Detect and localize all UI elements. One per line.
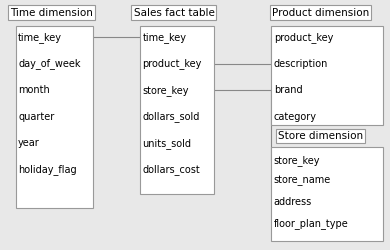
Text: holiday_flag: holiday_flag	[18, 164, 77, 175]
Text: category: category	[274, 112, 317, 122]
Text: units_sold: units_sold	[142, 138, 191, 148]
Text: floor_plan_type: floor_plan_type	[274, 218, 349, 228]
Text: Store dimension: Store dimension	[278, 131, 363, 141]
Text: dollars_sold: dollars_sold	[142, 111, 200, 122]
Text: Product dimension: Product dimension	[271, 8, 369, 18]
Text: time_key: time_key	[18, 32, 62, 43]
Text: brand: brand	[274, 85, 303, 95]
Text: product_key: product_key	[142, 58, 202, 69]
Text: product_key: product_key	[274, 32, 333, 43]
Text: Sales fact table: Sales fact table	[133, 8, 215, 18]
Text: month: month	[18, 85, 50, 95]
Text: time_key: time_key	[142, 32, 186, 43]
Text: store_key: store_key	[274, 155, 320, 166]
Text: store_key: store_key	[142, 85, 189, 96]
Text: year: year	[18, 138, 40, 148]
Text: dollars_cost: dollars_cost	[142, 164, 200, 175]
Text: description: description	[274, 59, 328, 69]
Text: store_name: store_name	[274, 176, 331, 186]
FancyBboxPatch shape	[140, 26, 214, 194]
Text: Time dimension: Time dimension	[10, 8, 93, 18]
Text: quarter: quarter	[18, 112, 55, 122]
Text: address: address	[274, 197, 312, 207]
FancyBboxPatch shape	[271, 26, 383, 125]
FancyBboxPatch shape	[271, 147, 383, 241]
FancyBboxPatch shape	[16, 26, 93, 208]
Text: day_of_week: day_of_week	[18, 58, 81, 69]
